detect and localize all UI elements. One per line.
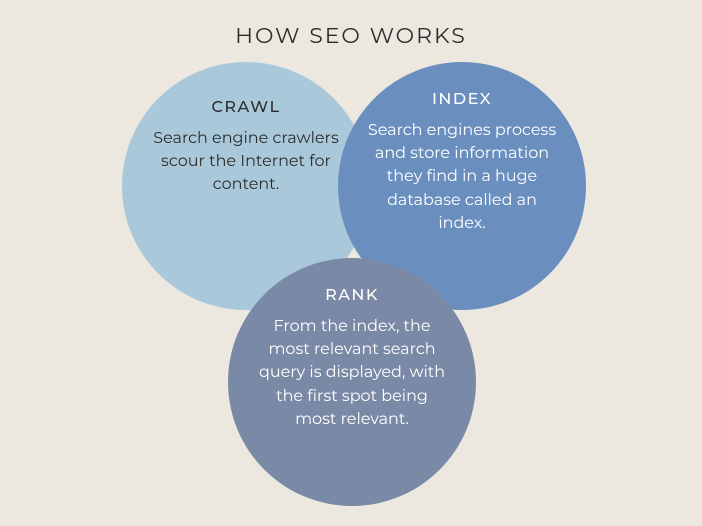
crawl-body: Search engine crawlers scour the Interne… [122,127,370,197]
index-body: Search engines process and store informa… [338,119,586,235]
venn-circle-rank: RANK From the index, the most relevant s… [228,258,476,506]
crawl-heading: CRAWL [212,98,281,117]
rank-body: From the index, the most relevant search… [228,315,476,431]
index-heading: INDEX [432,90,492,109]
rank-heading: RANK [325,286,379,305]
page-title: HOW SEO WORKS [0,22,702,49]
